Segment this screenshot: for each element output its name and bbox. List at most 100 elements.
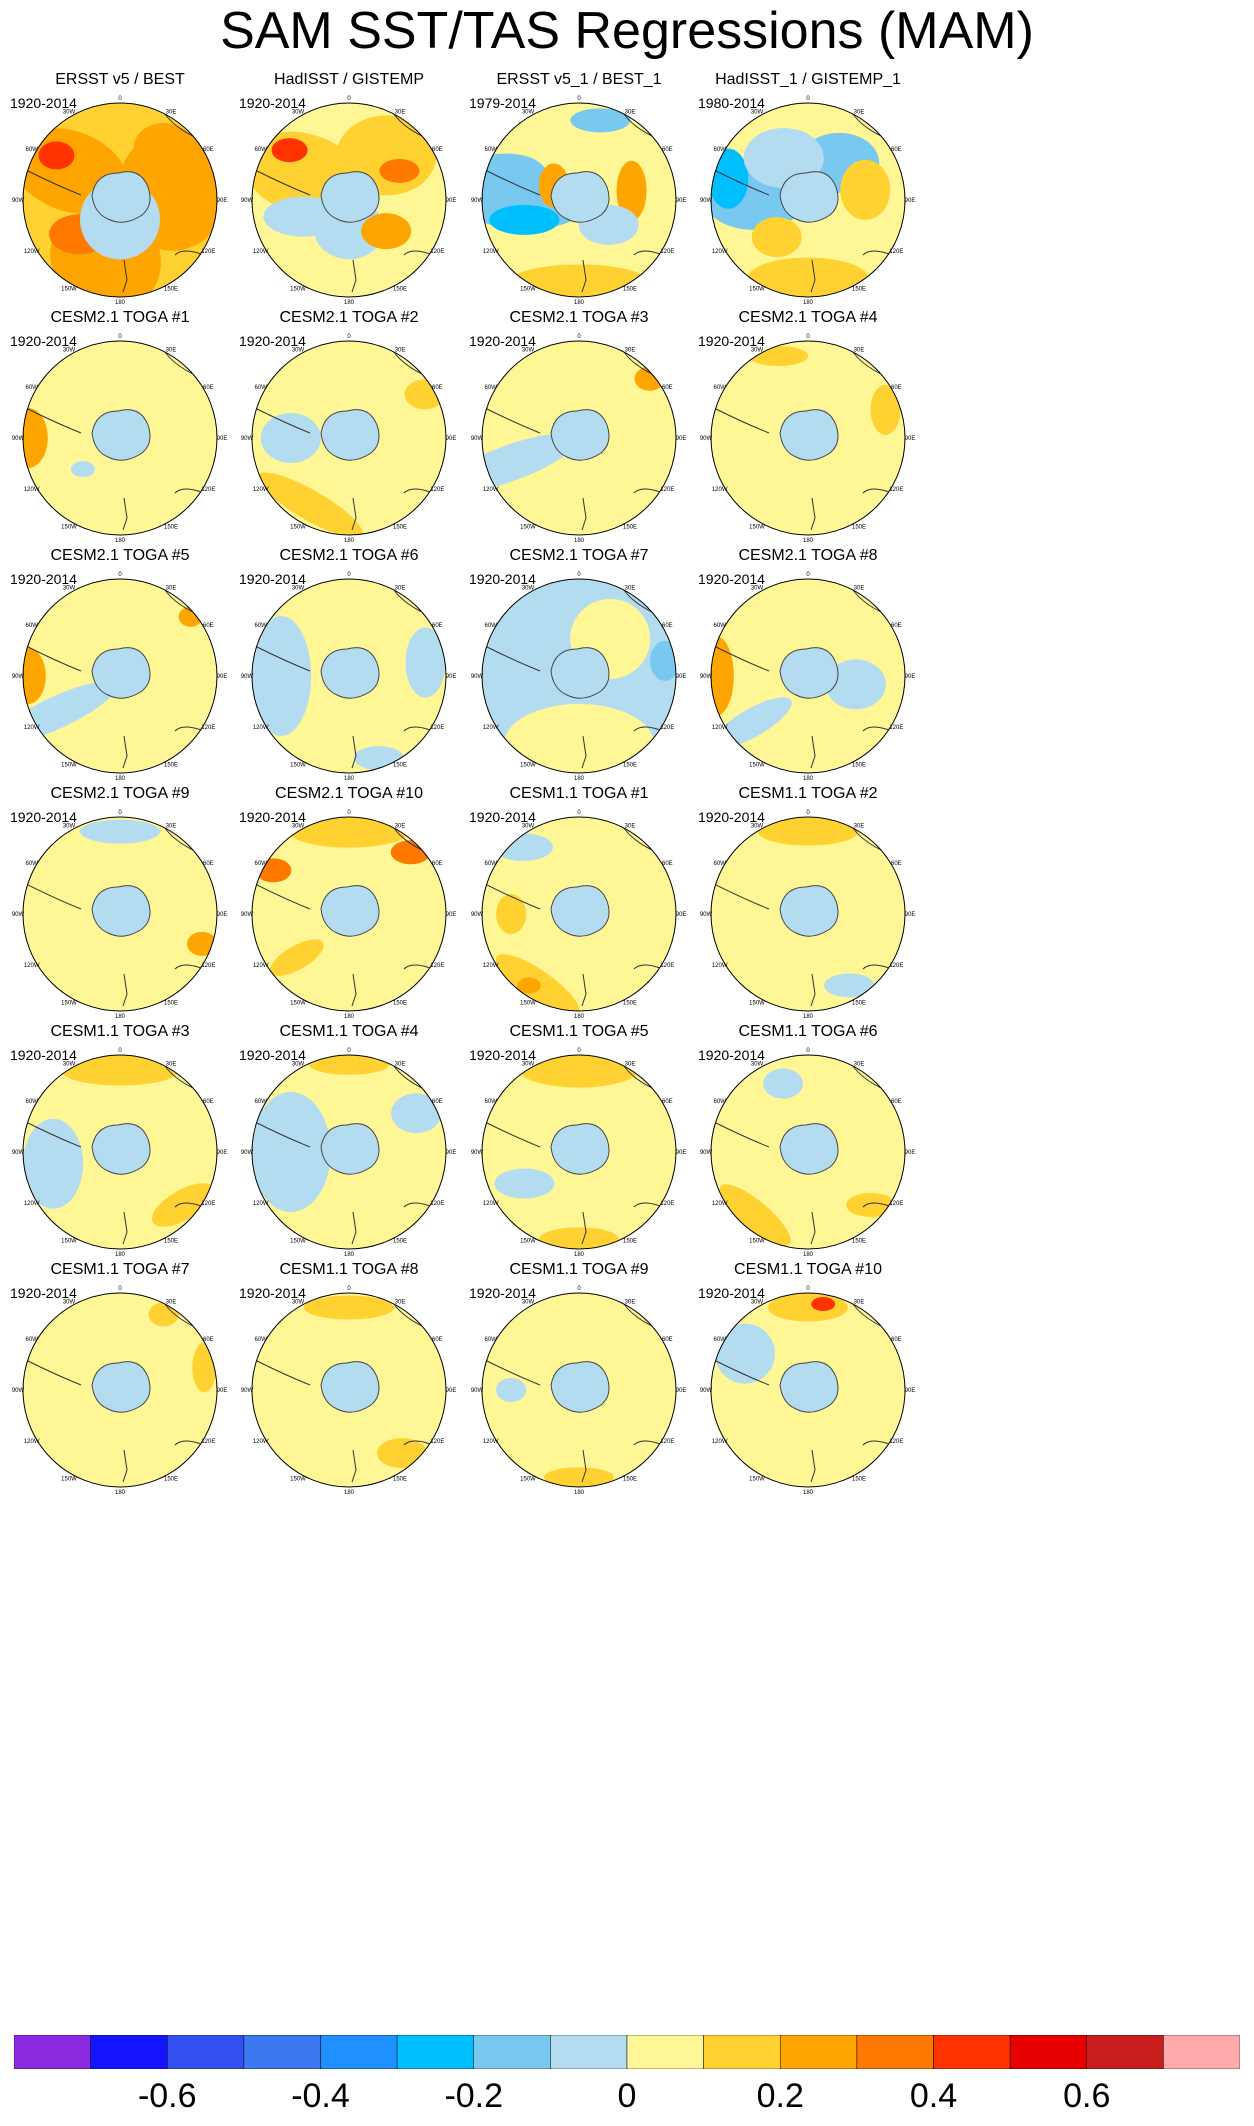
longitude-label: 120W — [712, 725, 728, 731]
longitude-label: 150E — [393, 1476, 407, 1482]
longitude-label: 0 — [806, 1286, 810, 1292]
colorbar-swatch — [167, 2035, 245, 2069]
panel-title: HadISST_1 / GISTEMP_1 — [715, 71, 901, 88]
longitude-label: 120E — [889, 487, 903, 493]
polar-map: 0 30E 60E 90E 120E 150E 180 150W 120W 90W 60W 30W — [241, 572, 457, 782]
panel-period: 1920-2014 — [10, 809, 77, 825]
polar-map: 0 30E 60E 90E 120E 150E 180 150W 120W 90W 60W 30W — [12, 1048, 228, 1258]
longitude-label: 30W — [63, 348, 76, 354]
anomaly-patch — [257, 472, 363, 535]
map-panel: 0 30E 60E 90E 120E 150E 180 150W 120W 90W 60W 30W CE… — [239, 1022, 479, 1258]
anomaly-patch — [489, 204, 560, 235]
panel-title: CESM1.1 TOGA #10 — [734, 1261, 882, 1278]
longitude-label: 150W — [61, 524, 77, 530]
anomaly-patch — [187, 931, 217, 956]
longitude-label: 120W — [483, 1201, 499, 1207]
longitude-label: 150W — [61, 762, 77, 768]
anomaly-patch — [570, 108, 631, 133]
longitude-label: 150W — [520, 762, 536, 768]
colorbar-tick-label: -0.6 — [137, 2077, 197, 2115]
polar-map: 0 30E 60E 90E 120E 150E 180 150W 120W 90W 60W 30W — [241, 96, 457, 306]
colorbar-swatch — [320, 2035, 398, 2069]
longitude-label: 90W — [12, 1150, 25, 1156]
longitude-label: 90E — [905, 912, 916, 918]
map-border — [710, 102, 906, 298]
longitude-label: 120W — [712, 249, 728, 255]
longitude-label: 60W — [713, 1099, 726, 1105]
panel-period: 1920-2014 — [469, 333, 536, 349]
map-border — [710, 578, 906, 774]
anomaly-patch — [482, 433, 577, 493]
antarctica-outline — [779, 171, 839, 223]
polar-map: 0 30E 60E 90E 120E 150E 180 150W 120W 90W 60W 30W — [700, 572, 916, 782]
longitude-label: 180 — [344, 776, 355, 782]
map-panel: 0 30E 60E 90E 120E 150E 180 150W 120W 90W 60W 30W ER… — [469, 70, 709, 306]
longitude-label: 30W — [292, 824, 305, 830]
longitude-label: 150E — [852, 1476, 866, 1482]
coastline — [581, 1211, 587, 1245]
longitude-label: 180 — [344, 1490, 355, 1496]
longitude-label: 60W — [25, 1099, 38, 1105]
map-panel: 0 30E 60E 90E 120E 150E 180 150W 120W 90W 60W 30W CE… — [469, 784, 709, 1020]
longitude-label: 30W — [522, 824, 535, 830]
longitude-label: 150E — [623, 286, 637, 292]
longitude-label: 60W — [484, 147, 497, 153]
panel-period: 1920-2014 — [239, 571, 306, 587]
anomaly-patch — [391, 1093, 442, 1134]
map-panel: 0 30E 60E 90E 120E 150E 180 150W 120W 90W 60W 30W CE… — [239, 784, 479, 1020]
panel-period: 1920-2014 — [10, 333, 77, 349]
panel-title: CESM2.1 TOGA #8 — [738, 547, 878, 564]
longitude-label: 180 — [115, 1014, 126, 1020]
longitude-label: 90E — [905, 436, 916, 442]
longitude-label: 30E — [625, 348, 636, 354]
longitude-label: 90E — [676, 674, 687, 680]
longitude-label: 150E — [852, 524, 866, 530]
longitude-label: 150E — [623, 1238, 637, 1244]
panel-title: ERSST v5_1 / BEST_1 — [496, 71, 662, 88]
anomaly-patch — [634, 366, 665, 391]
longitude-label: 30W — [63, 1062, 76, 1068]
anomaly-patch — [768, 1293, 848, 1322]
panel-period: 1920-2014 — [698, 1285, 765, 1301]
map-panel: 0 30E 60E 90E 120E 150E 180 150W 120W 90W 60W 30W CE… — [698, 784, 938, 1020]
longitude-label: 150W — [290, 524, 306, 530]
longitude-label: 150W — [749, 762, 765, 768]
longitude-label: 30W — [751, 348, 764, 354]
longitude-label: 30E — [625, 1062, 636, 1068]
anomaly-patch — [516, 977, 541, 994]
longitude-label: 30W — [522, 110, 535, 116]
longitude-label: 120E — [430, 249, 444, 255]
antarctica-outline — [91, 1361, 151, 1413]
longitude-label: 180 — [574, 538, 585, 544]
panel-title: CESM1.1 TOGA #2 — [738, 785, 878, 802]
anomaly-patch — [496, 894, 527, 934]
longitude-label: 60W — [25, 385, 38, 391]
longitude-label: 120W — [24, 963, 40, 969]
longitude-label: 150W — [520, 524, 536, 530]
map-panel: 0 30E 60E 90E 120E 150E 180 150W 120W 90W 60W 30W ER… — [10, 70, 250, 306]
antarctica-outline — [550, 885, 610, 937]
longitude-label: 30E — [395, 1300, 406, 1306]
panel-title: ERSST v5 / BEST — [55, 71, 185, 88]
longitude-label: 90E — [217, 436, 228, 442]
anomaly-patch — [23, 1118, 84, 1209]
longitude-label: 180 — [803, 1014, 814, 1020]
longitude-label: 180 — [803, 538, 814, 544]
anomaly-patch — [148, 1302, 179, 1327]
longitude-label: 60W — [484, 1337, 497, 1343]
longitude-label: 180 — [803, 1490, 814, 1496]
longitude-label: 90W — [241, 1150, 254, 1156]
longitude-label: 120E — [430, 1439, 444, 1445]
longitude-label: 90W — [471, 1388, 484, 1394]
coastline — [122, 735, 128, 769]
anomaly-patch — [379, 158, 420, 183]
longitude-label: 60E — [662, 1099, 673, 1105]
longitude-label: 180 — [115, 538, 126, 544]
longitude-label: 90W — [700, 674, 713, 680]
anomaly-patch — [870, 384, 901, 435]
anomaly-patch — [151, 1183, 215, 1227]
longitude-label: 30W — [292, 110, 305, 116]
longitude-label: 120W — [483, 725, 499, 731]
anomaly-patch — [289, 817, 409, 848]
coastline — [810, 1449, 816, 1483]
